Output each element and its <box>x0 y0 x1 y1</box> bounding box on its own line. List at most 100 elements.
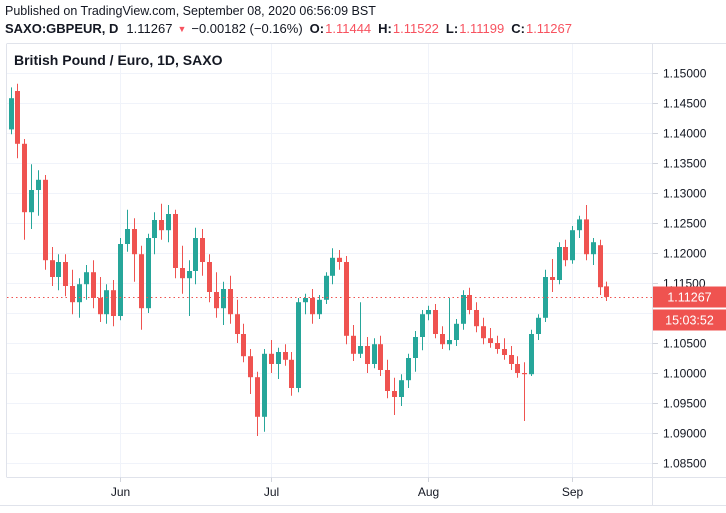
candle <box>152 212 157 255</box>
candle-body <box>358 346 363 354</box>
candle-body <box>591 242 596 255</box>
candle <box>406 353 411 388</box>
candle-body <box>351 335 356 354</box>
candle <box>529 329 534 376</box>
candle-body <box>235 314 240 334</box>
candle <box>426 305 431 321</box>
candle <box>310 289 315 324</box>
candle-body <box>522 373 527 375</box>
candle-body <box>454 323 459 340</box>
candle <box>193 227 198 285</box>
candle-body <box>180 268 185 279</box>
candle <box>235 299 240 343</box>
candle-body <box>317 299 322 315</box>
candle-body <box>241 334 246 357</box>
last-price-label-box <box>653 286 726 308</box>
candle-body <box>440 334 445 345</box>
candle <box>255 371 260 436</box>
low-value: 1.11199 <box>459 21 505 36</box>
candle-body <box>365 346 370 364</box>
candle-body <box>132 229 137 255</box>
candle <box>337 250 342 270</box>
candle-body <box>228 289 233 315</box>
candle-body <box>467 295 472 310</box>
candle-body <box>29 190 34 213</box>
candle-body <box>255 377 260 417</box>
chart-title: British Pound / Euro, 1D, SAXO <box>14 52 223 68</box>
candle-body <box>248 356 253 378</box>
close-label: C: <box>511 21 525 36</box>
candle-body <box>289 359 294 388</box>
candle <box>289 352 294 396</box>
candle-body <box>193 238 198 271</box>
last-price-axis-label: 1.11267 15:03:52 <box>653 286 726 331</box>
candle <box>420 310 425 351</box>
candle-body <box>214 292 219 309</box>
countdown-text: 15:03:52 <box>665 314 714 328</box>
price-tick-label: 1.14500 <box>663 97 707 111</box>
symbol-info-line: SAXO:GBPEUR, D 1.11267 ▼ −0.00182 (−0.16… <box>5 21 572 36</box>
candle <box>118 238 123 321</box>
candle <box>276 347 281 379</box>
price-tick-label: 1.12000 <box>663 247 707 261</box>
candle <box>385 359 390 399</box>
candle-body <box>488 338 493 343</box>
price-tick-label: 1.08500 <box>663 457 707 471</box>
candle-body <box>77 284 82 303</box>
candle <box>104 284 109 324</box>
candle-body <box>461 295 466 324</box>
candles-layer <box>9 83 609 436</box>
candle-body <box>584 219 589 255</box>
candle-body <box>9 98 14 130</box>
countdown-box <box>653 309 726 331</box>
last-price: 1.11267 <box>126 21 173 36</box>
candle <box>344 256 349 345</box>
candle <box>159 203 164 240</box>
candle-body <box>91 272 96 298</box>
candle <box>440 326 445 349</box>
candle <box>604 281 609 302</box>
candle-body <box>330 257 335 276</box>
candle <box>591 238 596 265</box>
candle-body <box>262 353 267 417</box>
candle <box>509 346 514 370</box>
chart-frame <box>0 43 726 506</box>
candle <box>433 304 438 339</box>
candle <box>214 272 219 318</box>
candle <box>365 337 370 373</box>
candle-body <box>98 298 103 315</box>
candle <box>515 356 520 378</box>
candle <box>584 205 589 261</box>
candle <box>15 83 20 159</box>
symbol-name: SAXO:GBPEUR, D <box>5 21 119 36</box>
time-tick-label: Sep <box>562 485 584 499</box>
price-tick-label: 1.09500 <box>663 397 707 411</box>
candle <box>502 338 507 360</box>
candle-body <box>146 238 151 309</box>
candle-body <box>63 262 68 286</box>
candle-body <box>536 317 541 334</box>
candle <box>413 331 418 372</box>
grid-layer <box>7 44 652 477</box>
down-triangle-icon: ▼ <box>177 24 187 34</box>
candle <box>63 254 68 297</box>
candle-body <box>283 352 288 360</box>
time-tick-label: Aug <box>418 485 439 499</box>
candle-body <box>372 344 377 364</box>
candle <box>269 340 274 373</box>
candle <box>139 245 144 330</box>
candle-body <box>152 220 157 238</box>
candle <box>248 349 253 394</box>
candle <box>392 377 397 415</box>
candle <box>324 272 329 304</box>
candle-body <box>324 275 329 300</box>
candle-body <box>378 344 383 370</box>
candle <box>283 344 288 366</box>
candle-body <box>481 326 486 339</box>
price-tick-label: 1.09000 <box>663 427 707 441</box>
published-line: Published on TradingView.com, September … <box>5 4 376 18</box>
candle <box>543 269 548 322</box>
last-price-label-text: 1.11267 <box>667 291 711 305</box>
candle-body <box>303 298 308 303</box>
